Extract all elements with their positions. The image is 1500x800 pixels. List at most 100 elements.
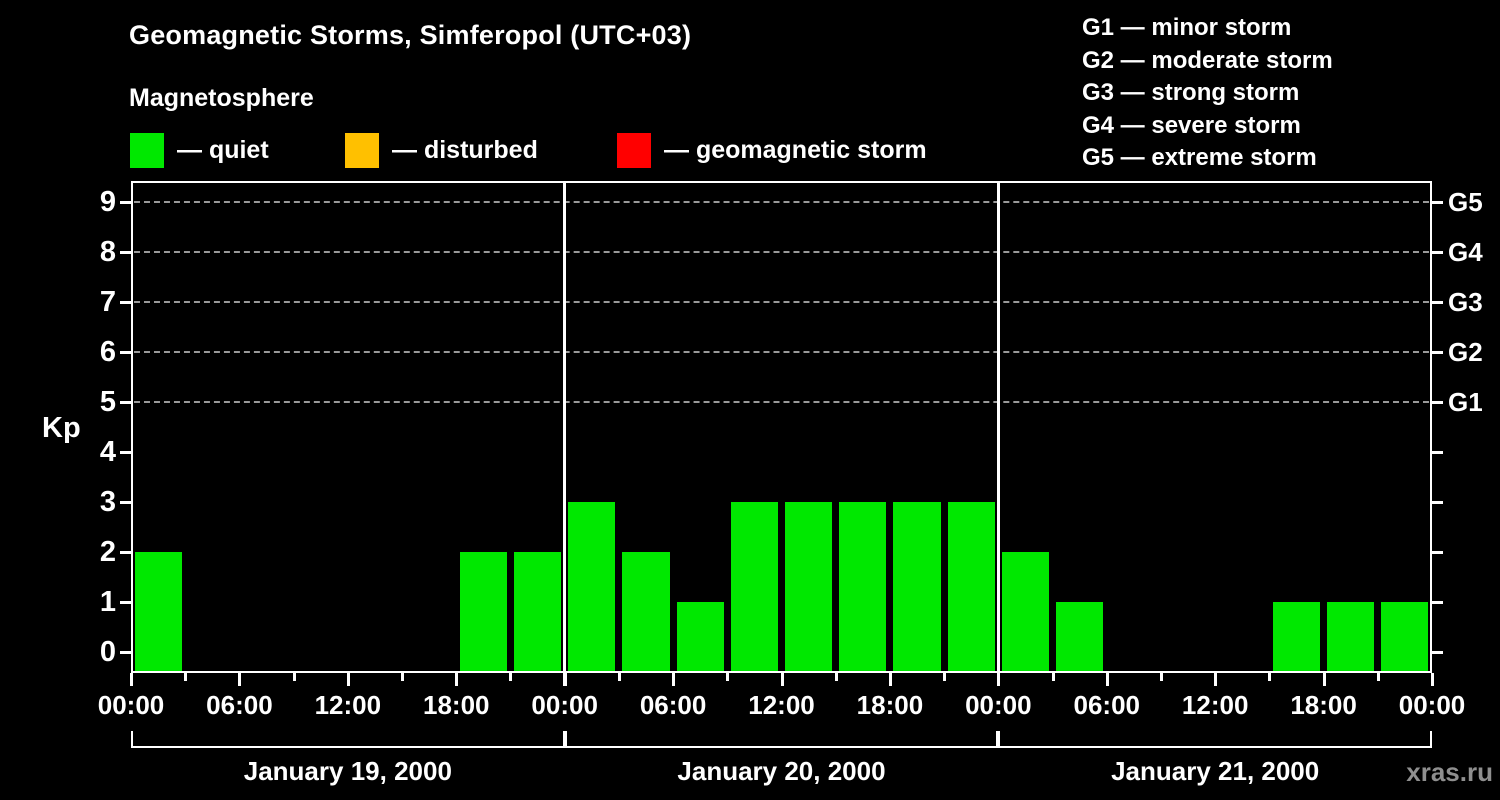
bar [1056,602,1104,671]
x-tick-major [1322,673,1326,686]
x-tick-minor [401,673,405,681]
x-tick-minor [834,673,838,681]
x-tick-label: 18:00 [423,690,490,720]
day-bracket-end [564,731,567,748]
x-tick-minor [1268,673,1272,681]
x-tick-major [1214,673,1218,686]
x-tick-label: 18:00 [1290,690,1357,720]
x-tick-major [1105,673,1109,686]
legend-label: — geomagnetic storm [664,136,927,164]
g-scale-legend: G1 — minor storm G2 — moderate storm G3 — … [1082,12,1333,175]
gridline [134,401,1429,403]
bar [1272,602,1321,671]
y-tick-label: 4 [99,436,116,468]
x-tick-minor [943,673,947,681]
x-tick-minor [184,673,188,681]
x-tick-label: 12:00 [748,690,815,720]
legend-item-disturbed: — disturbed [345,133,538,168]
g-axis-label: G4 [1448,237,1483,267]
y-tick-right [1432,301,1443,304]
y-tick-label: 2 [99,536,116,568]
date-label: January 19, 2000 [243,756,452,786]
y-axis-title: Kp [42,412,81,444]
y-tick-right [1432,601,1443,604]
y-tick-label: 8 [99,236,116,268]
day-bracket-end [998,731,1001,748]
g-axis-label: G5 [1448,187,1483,217]
y-tick-left [120,651,131,654]
disturbed-swatch-icon [345,133,379,168]
x-tick-major [130,673,133,686]
x-tick-label: 18:00 [856,690,924,720]
x-tick-major [238,673,242,686]
y-tick-right [1432,201,1443,204]
y-tick-left [120,301,131,304]
x-tick-label: 00:00 [97,690,165,720]
x-tick-minor [1376,673,1380,681]
gridline [134,201,1429,203]
bar [622,552,670,671]
bar [1327,602,1375,671]
y-tick-left [120,551,131,554]
day-bracket-end [131,731,133,748]
date-label: January 21, 2000 [1111,756,1320,786]
day-bracket-end [562,731,565,748]
bar [1001,552,1050,671]
date-label: January 20, 2000 [677,756,886,786]
legend-label: — quiet [177,136,269,164]
y-tick-label: 9 [99,186,116,218]
x-tick-major [455,673,459,686]
x-tick-minor [617,673,621,681]
x-tick-major [672,673,676,686]
page-title: Geomagnetic Storms, Simferopol (UTC+03) [129,20,692,50]
x-tick-label: 00:00 [1398,690,1466,720]
bar [785,502,833,671]
y-tick-right [1432,451,1443,454]
bar [513,552,562,671]
gridline [134,301,1429,303]
geomagnetic-storm-swatch-icon [617,133,651,168]
y-tick-left [120,601,131,604]
y-tick-label: 3 [99,486,116,518]
g-axis-label: G2 [1448,337,1483,367]
y-tick-left [120,451,131,454]
x-tick-label: 06:00 [1073,690,1141,720]
g-legend-line: G4 — severe storm [1082,111,1301,139]
x-tick-label: 00:00 [531,690,598,720]
x-tick-minor [292,673,296,681]
legend-label: — disturbed [392,136,538,164]
g-legend-line: G5 — extreme storm [1082,144,1317,171]
x-tick-label: 12:00 [314,690,382,720]
bar [947,502,995,671]
day-bracket [564,746,999,748]
day-bracket [998,746,1432,748]
bar [459,552,507,671]
g-axis-label: G3 [1448,287,1483,317]
legend-item-quiet: — quiet [130,133,269,168]
bar [676,602,724,671]
x-tick-minor [1159,673,1163,681]
x-tick-major [888,673,892,686]
y-tick-left [120,351,131,354]
day-bracket-end [996,731,999,748]
x-tick-label: 00:00 [965,690,1032,720]
y-tick-label: 7 [99,286,116,318]
magnetosphere-label: Magnetosphere [129,84,314,112]
bar [893,502,941,671]
x-tick-label: 06:00 [206,690,273,720]
y-tick-right [1432,651,1443,654]
x-tick-label: 06:00 [639,690,707,720]
x-tick-minor [1051,673,1055,681]
x-tick-label: 12:00 [1181,690,1249,720]
bar [839,502,887,671]
day-bracket [131,746,565,748]
bar [568,502,616,671]
gridline [134,251,1429,253]
y-tick-right [1432,501,1443,504]
g-legend-line: G2 — moderate storm [1082,46,1333,74]
bar [1381,602,1429,671]
x-tick-minor [726,673,730,681]
y-tick-right [1432,551,1443,554]
g-legend-line: G3 — strong storm [1082,79,1300,106]
y-tick-left [120,201,131,204]
